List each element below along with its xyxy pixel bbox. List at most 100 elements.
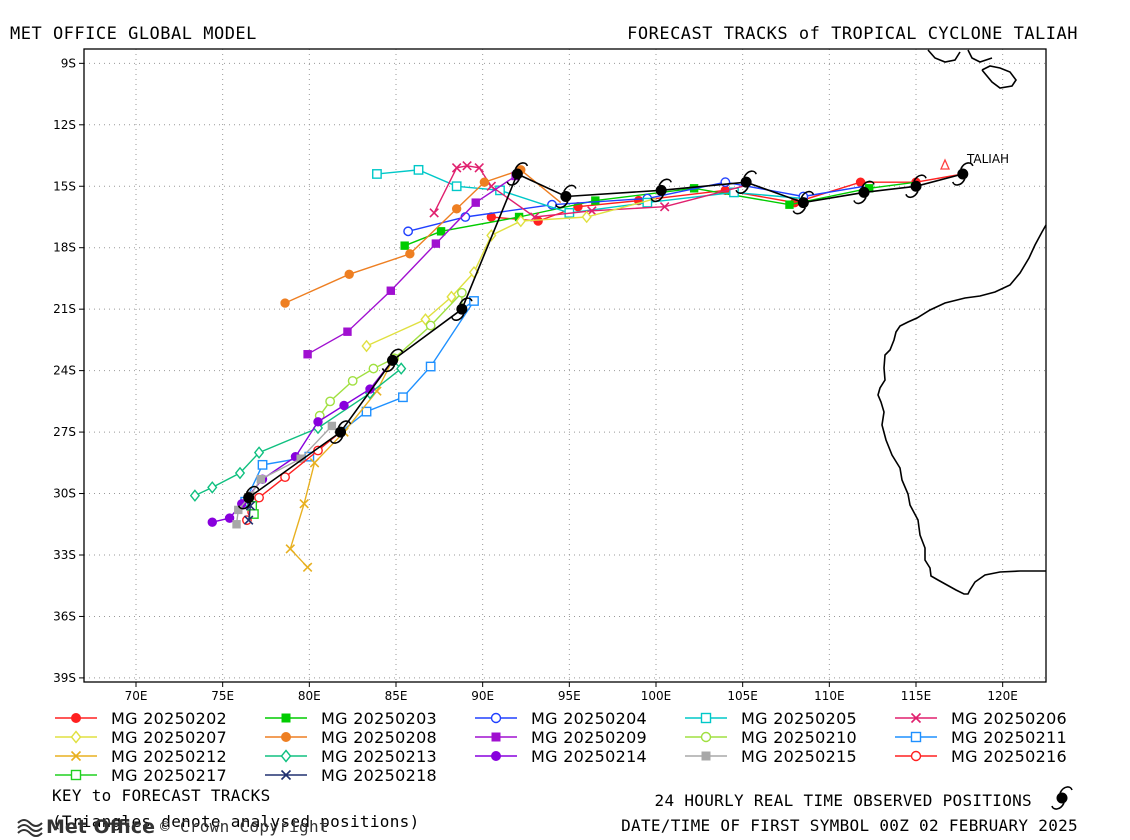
track-point bbox=[343, 327, 352, 336]
legend-label: MG 20250210 bbox=[741, 728, 857, 747]
track-line bbox=[376, 169, 804, 214]
y-tick-label: 15S bbox=[53, 179, 76, 193]
track-point bbox=[368, 363, 379, 374]
track-point bbox=[347, 375, 358, 386]
legend-entry: MG 20250216 bbox=[895, 747, 1067, 766]
observed-position bbox=[952, 162, 974, 186]
legend: MG 20250202 MG 20250203 MG 20250204 MG 2025… bbox=[55, 709, 1067, 785]
track-point bbox=[587, 206, 597, 216]
track-point bbox=[257, 459, 268, 470]
track-point bbox=[296, 454, 305, 463]
track-point bbox=[243, 515, 254, 525]
observed-position bbox=[905, 174, 927, 199]
track-mg-20250208 bbox=[280, 165, 562, 308]
track-mg-20250214 bbox=[207, 359, 394, 527]
legend-label: MG 20250212 bbox=[111, 747, 227, 766]
track-point bbox=[865, 184, 874, 193]
legend-label: MG 20250205 bbox=[741, 709, 857, 728]
track-point bbox=[339, 400, 349, 411]
track-point bbox=[302, 562, 313, 573]
legend-label: MG 20250217 bbox=[111, 766, 227, 785]
observed-track-line bbox=[248, 172, 964, 499]
observed-position bbox=[735, 170, 757, 194]
track-point bbox=[361, 406, 372, 417]
coastline-west-australia bbox=[877, 224, 1047, 595]
copyright-text: © Crown Copyright bbox=[160, 817, 329, 836]
legend-entry: MG 20250213 bbox=[265, 747, 437, 766]
legend-label: MG 20250209 bbox=[531, 728, 647, 747]
legend-label: MG 20250208 bbox=[321, 728, 437, 747]
track-point bbox=[405, 249, 415, 259]
first-symbol-datetime: DATE/TIME OF FIRST SYMBOL 00Z 02 FEBRUAR… bbox=[621, 816, 1078, 835]
y-tick-label: 9S bbox=[61, 56, 76, 70]
track-point bbox=[469, 296, 479, 306]
track-point bbox=[456, 287, 467, 298]
y-tick-label: 27S bbox=[53, 425, 76, 439]
observed-position bbox=[451, 297, 473, 321]
legend-entry: MG 20250214 bbox=[475, 747, 647, 766]
legend-label: MG 20250203 bbox=[321, 709, 437, 728]
forecast-tracks bbox=[189, 161, 963, 573]
track-mg-20250209 bbox=[303, 171, 520, 359]
track-point bbox=[451, 181, 462, 192]
observed-positions-label: 24 HOURLY REAL TIME OBSERVED POSITIONS bbox=[655, 791, 1032, 810]
track-point bbox=[479, 177, 490, 187]
track-point bbox=[413, 164, 424, 175]
track-point bbox=[325, 396, 336, 407]
track-line bbox=[366, 197, 657, 347]
legend-marker bbox=[70, 750, 82, 762]
track-point bbox=[309, 458, 320, 468]
track-point bbox=[659, 201, 670, 212]
track-line bbox=[212, 359, 394, 523]
track-point bbox=[313, 417, 323, 427]
track-point bbox=[436, 227, 446, 236]
track-point bbox=[327, 421, 337, 431]
track-line bbox=[307, 173, 518, 355]
analysed-position-triangle bbox=[939, 158, 951, 170]
track-point bbox=[474, 163, 484, 173]
legend-marker bbox=[490, 712, 502, 724]
track-point bbox=[431, 239, 441, 248]
x-tick-label: 90E bbox=[471, 689, 494, 703]
track-point bbox=[425, 320, 436, 331]
track-point bbox=[425, 361, 436, 372]
track-point bbox=[451, 163, 462, 173]
legend-marker bbox=[700, 712, 712, 724]
track-point bbox=[361, 339, 372, 353]
track-point bbox=[451, 204, 462, 214]
observed-position bbox=[381, 348, 404, 373]
model-title: MET OFFICE GLOBAL MODEL bbox=[10, 24, 257, 44]
y-tick-label: 33S bbox=[53, 548, 76, 562]
legend-marker bbox=[910, 731, 922, 743]
track-point bbox=[207, 481, 218, 494]
legend-entry: MG 20250205 bbox=[685, 709, 857, 728]
legend-entry: MG 20250208 bbox=[265, 728, 437, 747]
australia-coastline bbox=[877, 49, 1047, 595]
x-tick-label: 100E bbox=[641, 689, 672, 703]
legend-entry: MG 20250212 bbox=[55, 747, 227, 766]
track-mg-20250207 bbox=[361, 197, 657, 353]
observed-positions bbox=[237, 162, 974, 510]
chart-title: FORECAST TRACKS of TROPICAL CYCLONE TALI… bbox=[627, 24, 1078, 44]
legend-entry: MG 20250202 bbox=[55, 709, 227, 728]
observed-position bbox=[555, 184, 577, 209]
legend-marker bbox=[491, 751, 501, 761]
observed-position bbox=[853, 180, 875, 205]
logo-text: Met Office bbox=[46, 816, 155, 838]
track-mg-20250212 bbox=[285, 360, 394, 573]
legend-marker bbox=[280, 769, 292, 781]
legend-marker bbox=[280, 749, 292, 763]
track-point bbox=[303, 350, 312, 359]
y-tick-label: 21S bbox=[53, 302, 76, 316]
met-office-logo: Met Office bbox=[17, 816, 155, 838]
legend-entry: MG 20250203 bbox=[265, 709, 437, 728]
legend-entry: MG 20250218 bbox=[265, 766, 437, 785]
logo-wave-icon bbox=[17, 819, 43, 837]
track-point bbox=[253, 446, 265, 459]
legend-label: MG 20250204 bbox=[531, 709, 647, 728]
track-point bbox=[254, 492, 264, 503]
legend-entry: MG 20250217 bbox=[55, 766, 227, 785]
observed-position-icon bbox=[1051, 786, 1073, 810]
track-point bbox=[429, 208, 439, 218]
track-point bbox=[785, 200, 794, 209]
